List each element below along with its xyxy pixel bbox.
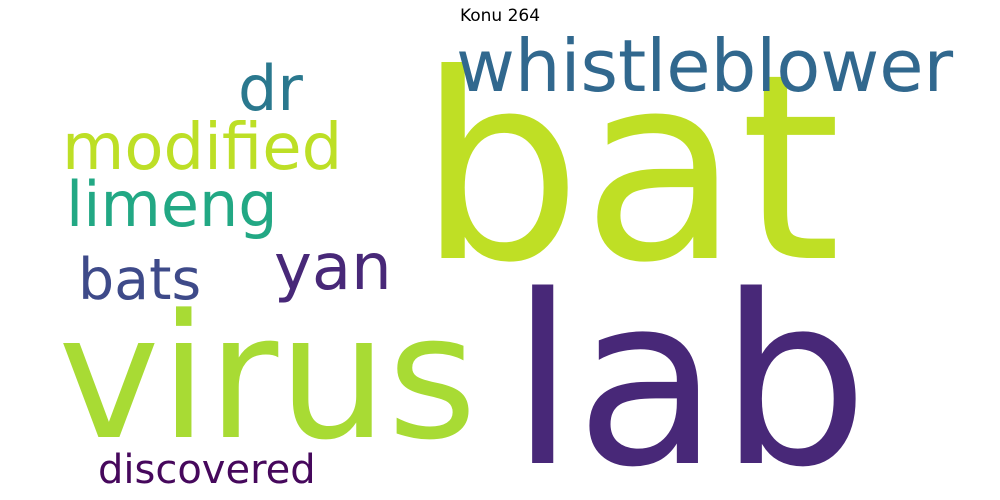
word-modified: modified xyxy=(62,111,343,185)
word-limeng: limeng xyxy=(66,168,278,241)
word-whistleblower: whistleblower xyxy=(456,24,954,108)
word-dr: dr xyxy=(238,52,303,125)
word-discovered: discovered xyxy=(98,447,316,493)
word-virus: virus xyxy=(58,277,477,478)
word-bats: bats xyxy=(78,247,202,313)
word-lab: lab xyxy=(510,246,869,500)
word-yan: yan xyxy=(274,231,392,305)
word-bat: bat xyxy=(418,19,842,319)
chart-title: Konu 264 xyxy=(459,6,541,26)
